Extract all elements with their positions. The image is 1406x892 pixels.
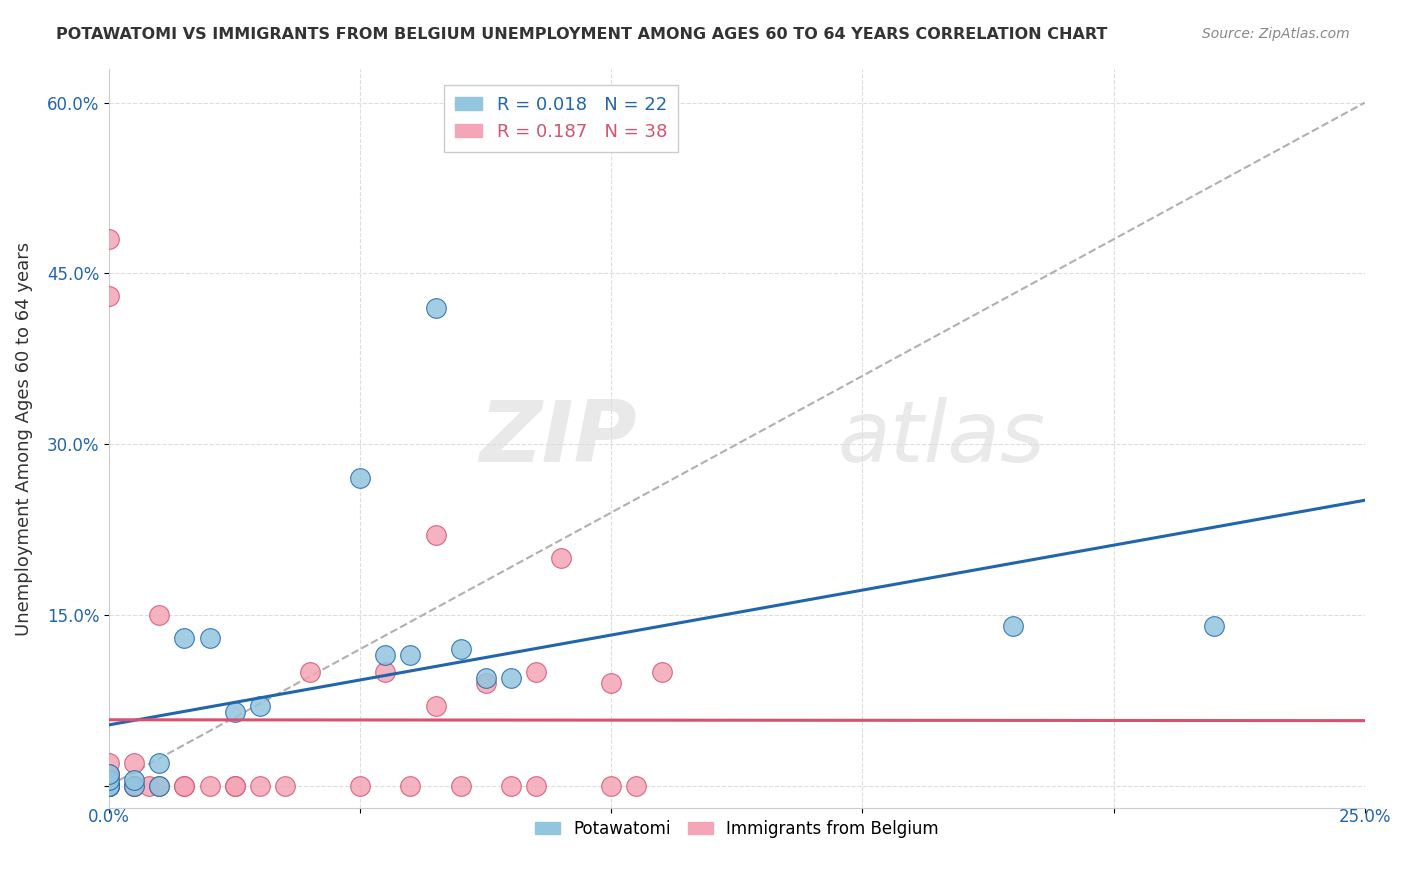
Point [600, 676, 623, 690]
Point [499, 779, 522, 793]
Point [98, 779, 121, 793]
Point [122, 756, 145, 770]
Point [425, 301, 447, 315]
Point [173, 631, 195, 645]
Y-axis label: Unemployment Among Ages 60 to 64 years: Unemployment Among Ages 60 to 64 years [15, 242, 32, 635]
Point [98, 767, 121, 781]
Point [173, 779, 195, 793]
Point [374, 648, 396, 662]
Point [148, 756, 170, 770]
Point [98, 232, 121, 246]
Point [626, 779, 648, 793]
Point [349, 471, 371, 485]
Point [138, 779, 160, 793]
Point [249, 779, 271, 793]
Point [651, 665, 673, 679]
Text: POTAWATOMI VS IMMIGRANTS FROM BELGIUM UNEMPLOYMENT AMONG AGES 60 TO 64 YEARS COR: POTAWATOMI VS IMMIGRANTS FROM BELGIUM UN… [56, 27, 1108, 42]
Text: 0.0%: 0.0% [89, 808, 129, 827]
Point [1002, 619, 1025, 633]
Point [98, 779, 121, 793]
Point [122, 779, 145, 793]
Point [399, 779, 422, 793]
Point [425, 698, 447, 713]
Point [475, 676, 498, 690]
Point [122, 779, 145, 793]
Text: 25.0%: 25.0% [1339, 808, 1391, 827]
Point [274, 779, 297, 793]
Point [224, 705, 246, 719]
Point [98, 767, 121, 781]
Point [148, 779, 170, 793]
Point [249, 698, 271, 713]
Point [173, 779, 195, 793]
Point [450, 642, 472, 657]
Point [98, 289, 121, 303]
Point [98, 779, 121, 793]
Point [98, 779, 121, 793]
Point [98, 767, 121, 781]
Text: Source: ZipAtlas.com: Source: ZipAtlas.com [1202, 27, 1350, 41]
Point [98, 779, 121, 793]
Point [475, 671, 498, 685]
Text: ZIP: ZIP [479, 397, 637, 480]
Point [550, 551, 572, 566]
Point [122, 772, 145, 787]
Point [122, 779, 145, 793]
Point [298, 665, 321, 679]
Point [600, 779, 623, 793]
Point [148, 607, 170, 622]
Point [1202, 619, 1225, 633]
Point [524, 665, 547, 679]
Point [450, 779, 472, 793]
Point [374, 665, 396, 679]
Point [224, 779, 246, 793]
Point [198, 779, 221, 793]
Point [198, 631, 221, 645]
Point [98, 756, 121, 770]
Point [399, 648, 422, 662]
Point [98, 779, 121, 793]
Point [98, 772, 121, 787]
Text: atlas: atlas [838, 397, 1046, 480]
Point [148, 779, 170, 793]
Legend: Potawatomi, Immigrants from Belgium: Potawatomi, Immigrants from Belgium [529, 814, 945, 845]
Point [425, 528, 447, 542]
Point [524, 779, 547, 793]
Point [224, 779, 246, 793]
Point [349, 779, 371, 793]
Point [98, 772, 121, 787]
Point [499, 671, 522, 685]
